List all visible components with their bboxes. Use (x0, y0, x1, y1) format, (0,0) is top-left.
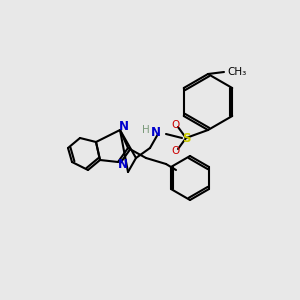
Text: H: H (142, 125, 150, 135)
Text: N: N (118, 158, 128, 170)
Text: CH₃: CH₃ (227, 67, 246, 77)
Text: S: S (182, 131, 190, 145)
Text: O: O (171, 120, 179, 130)
Text: O: O (171, 146, 179, 156)
Text: N: N (119, 119, 129, 133)
Text: N: N (151, 127, 161, 140)
